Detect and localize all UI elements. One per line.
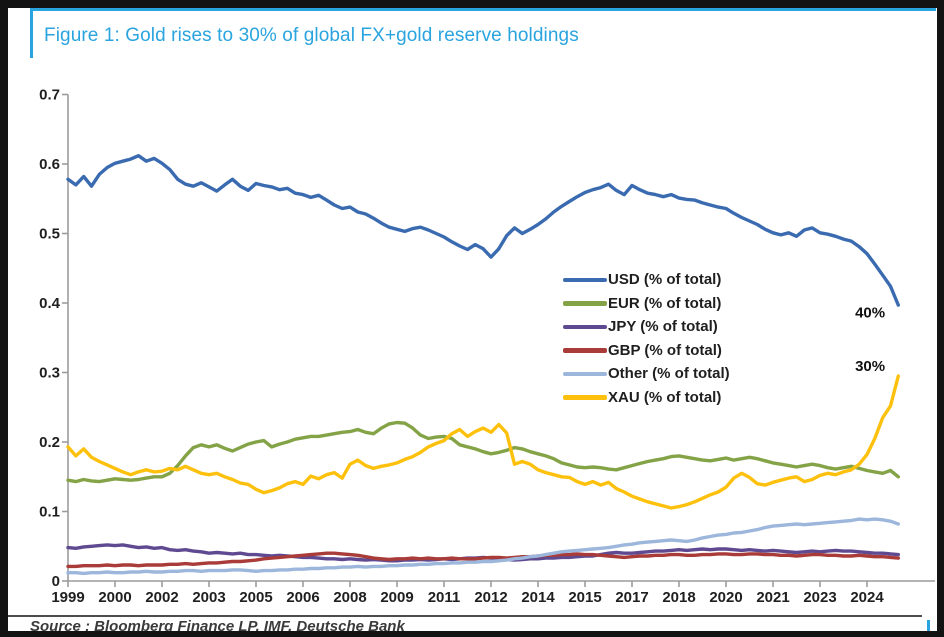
legend-label-xau: XAU (% of total) (608, 388, 722, 406)
x-tick-label: 1999 (51, 589, 84, 606)
series-line-xau (66, 374, 900, 510)
chart-canvas: 0 0.1 0.2 0.3 0.4 0.5 0.6 0.7 1999 2000 2002 2003 20… (39, 87, 935, 606)
series-line-usd (66, 153, 900, 307)
other-line-swatch (563, 371, 607, 376)
legend-item-eur: EUR (% of total) (563, 292, 730, 316)
y-tick-label: 0.5 (39, 226, 60, 243)
series-line-gbp (66, 551, 900, 569)
series-line-eur (66, 420, 900, 484)
legend-label-usd: USD (% of total) (608, 271, 722, 289)
usd-line-swatch (563, 277, 607, 282)
y-tick-label: 0.1 (39, 504, 60, 521)
legend-label-gbp: GBP (% of total) (608, 341, 722, 359)
footer-divider (8, 615, 922, 617)
annotation-40pct: 40% (855, 305, 885, 322)
y-tick-label: 0.4 (39, 295, 61, 312)
y-tick-label: 0.2 (39, 434, 60, 451)
x-tick-label: 2023 (803, 589, 836, 606)
x-tick-label: 2014 (521, 589, 555, 606)
source-note-clip: Source : Bloomberg Finance LP, IMF, Deut… (30, 618, 405, 631)
title-left-rule (30, 8, 33, 58)
eur-line-swatch (563, 301, 607, 306)
gbp-line-swatch (563, 348, 607, 353)
x-tick-label: 2015 (568, 589, 601, 606)
x-tick-label: 2011 (428, 589, 461, 606)
legend-label-eur: EUR (% of total) (608, 294, 722, 312)
y-tick-label: 0.6 (39, 156, 60, 173)
y-tick-label: 0 (52, 573, 60, 590)
annotation-30pct: 30% (855, 358, 885, 375)
x-tick-label: 2017 (615, 589, 648, 606)
x-tick-label: 2008 (333, 589, 366, 606)
x-tick-label: 2020 (709, 589, 742, 606)
legend-item-usd: USD (% of total) (563, 268, 730, 292)
series-line-other (66, 517, 900, 576)
legend-item-xau: XAU (% of total) (563, 386, 730, 410)
x-tick-label: 2009 (380, 589, 413, 606)
figure-title: Figure 1: Gold rises to 30% of global FX… (44, 25, 579, 46)
x-tick-label: 2012 (474, 589, 507, 606)
legend-label-jpy: JPY (% of total) (608, 318, 718, 336)
x-tick-label: 2000 (98, 589, 131, 606)
chart-legend: USD (% of total) EUR (% of total) JPY (%… (563, 268, 730, 409)
legend-item-gbp: GBP (% of total) (563, 339, 730, 363)
y-tick-label: 0.3 (39, 365, 60, 382)
xau-line-swatch (563, 395, 607, 400)
x-tick-label: 2002 (145, 589, 178, 606)
y-tick-label: 0.7 (39, 87, 60, 104)
legend-label-other: Other (% of total) (608, 365, 730, 383)
x-tick-label: 2018 (662, 589, 695, 606)
legend-item-jpy: JPY (% of total) (563, 315, 730, 339)
x-tick-label: 2005 (239, 589, 272, 606)
x-tick-label: 2021 (756, 589, 789, 606)
x-tick-label: 2006 (286, 589, 319, 606)
title-top-rule (30, 8, 936, 11)
x-tick-label: 2024 (850, 589, 884, 606)
source-note: Source : Bloomberg Finance LP, IMF, Deut… (30, 618, 405, 631)
jpy-line-swatch (563, 324, 607, 329)
footer-blue-mark (927, 620, 930, 631)
x-tick-label: 2003 (192, 589, 225, 606)
figure-panel: Figure 1: Gold rises to 30% of global FX… (8, 8, 937, 631)
legend-item-other: Other (% of total) (563, 362, 730, 386)
